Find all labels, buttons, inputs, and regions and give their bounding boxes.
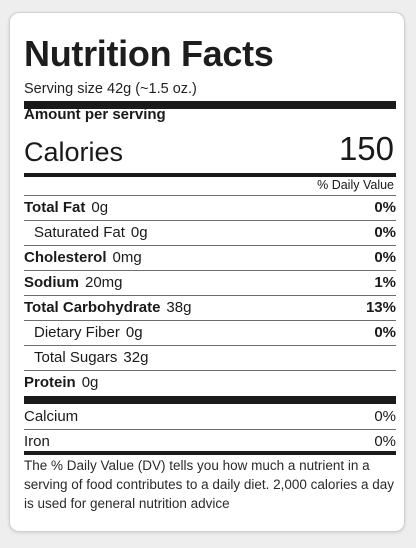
row-divider [24,429,396,430]
nutrient-dv: 0% [374,224,396,241]
medium-divider [24,451,396,455]
nutrient-name: Saturated Fat [34,224,125,241]
nutrient-row-total-fat: Total Fat 0g 0% [24,196,396,220]
row-divider [24,345,396,346]
micronutrient-row-calcium: Calcium 0% [24,405,396,429]
nutrient-name: Dietary Fiber [34,324,120,341]
row-divider [24,370,396,371]
nutrient-name: Total Fat [24,199,86,216]
micronutrient-name: Iron [24,433,50,450]
nutrient-dv: 0% [374,324,396,341]
nutrient-row-dietary-fiber: Dietary Fiber 0g 0% [24,321,396,345]
nutrient-name: Protein [24,374,76,391]
micronutrient-row-iron: Iron 0% [24,430,396,454]
calories-value: 150 [338,130,394,167]
medium-divider [24,173,396,177]
nutrient-row-sodium: Sodium 20mg 1% [24,271,396,295]
micronutrient-name: Calcium [24,408,79,425]
row-divider [24,295,396,296]
nutrient-amount: 32g [123,349,149,366]
nutrient-amount: 0g [130,224,148,241]
nutrient-amount: 38g [166,299,192,316]
nutrient-amount: 0g [125,324,143,341]
nutrient-dv: 1% [374,274,396,291]
micronutrient-dv: 0% [374,408,396,425]
row-divider [24,270,396,271]
calories-label: Calories [24,137,124,167]
label-title: Nutrition Facts [24,33,274,74]
nutrient-row-total-sugars: Total Sugars 32g [24,346,396,370]
nutrient-dv: 0% [374,249,396,266]
thick-divider [24,396,396,404]
row-divider [24,220,396,221]
micronutrient-dv: 0% [374,433,396,450]
nutrient-row-saturated-fat: Saturated Fat 0g 0% [24,221,396,245]
row-divider [24,245,396,246]
row-divider [24,195,396,196]
nutrient-amount: 0g [81,374,99,391]
nutrition-label-card: Nutrition Facts Serving size 42g (~1.5 o… [9,12,405,532]
nutrient-name: Sodium [24,274,79,291]
serving-size: Serving size 42g (~1.5 oz.) [24,81,197,97]
daily-value-footnote: The % Daily Value (DV) tells you how muc… [24,458,394,511]
nutrient-row-total-carbohydrate: Total Carbohydrate 38g 13% [24,296,396,320]
nutrient-dv: 13% [365,299,396,316]
nutrient-row-protein: Protein 0g [24,371,396,395]
nutrient-row-cholesterol: Cholesterol 0mg 0% [24,246,396,270]
thick-divider [24,101,396,109]
amount-per-serving: Amount per serving [24,106,166,123]
nutrient-dv: 0% [374,199,396,216]
nutrient-amount: 0mg [112,249,142,266]
nutrient-name: Cholesterol [24,249,107,266]
nutrient-amount: 0g [91,199,109,216]
nutrient-name: Total Sugars [34,349,118,366]
nutrient-amount: 20mg [85,274,123,291]
daily-value-header: % Daily Value [317,178,394,192]
row-divider [24,320,396,321]
nutrient-name: Total Carbohydrate [24,299,161,316]
